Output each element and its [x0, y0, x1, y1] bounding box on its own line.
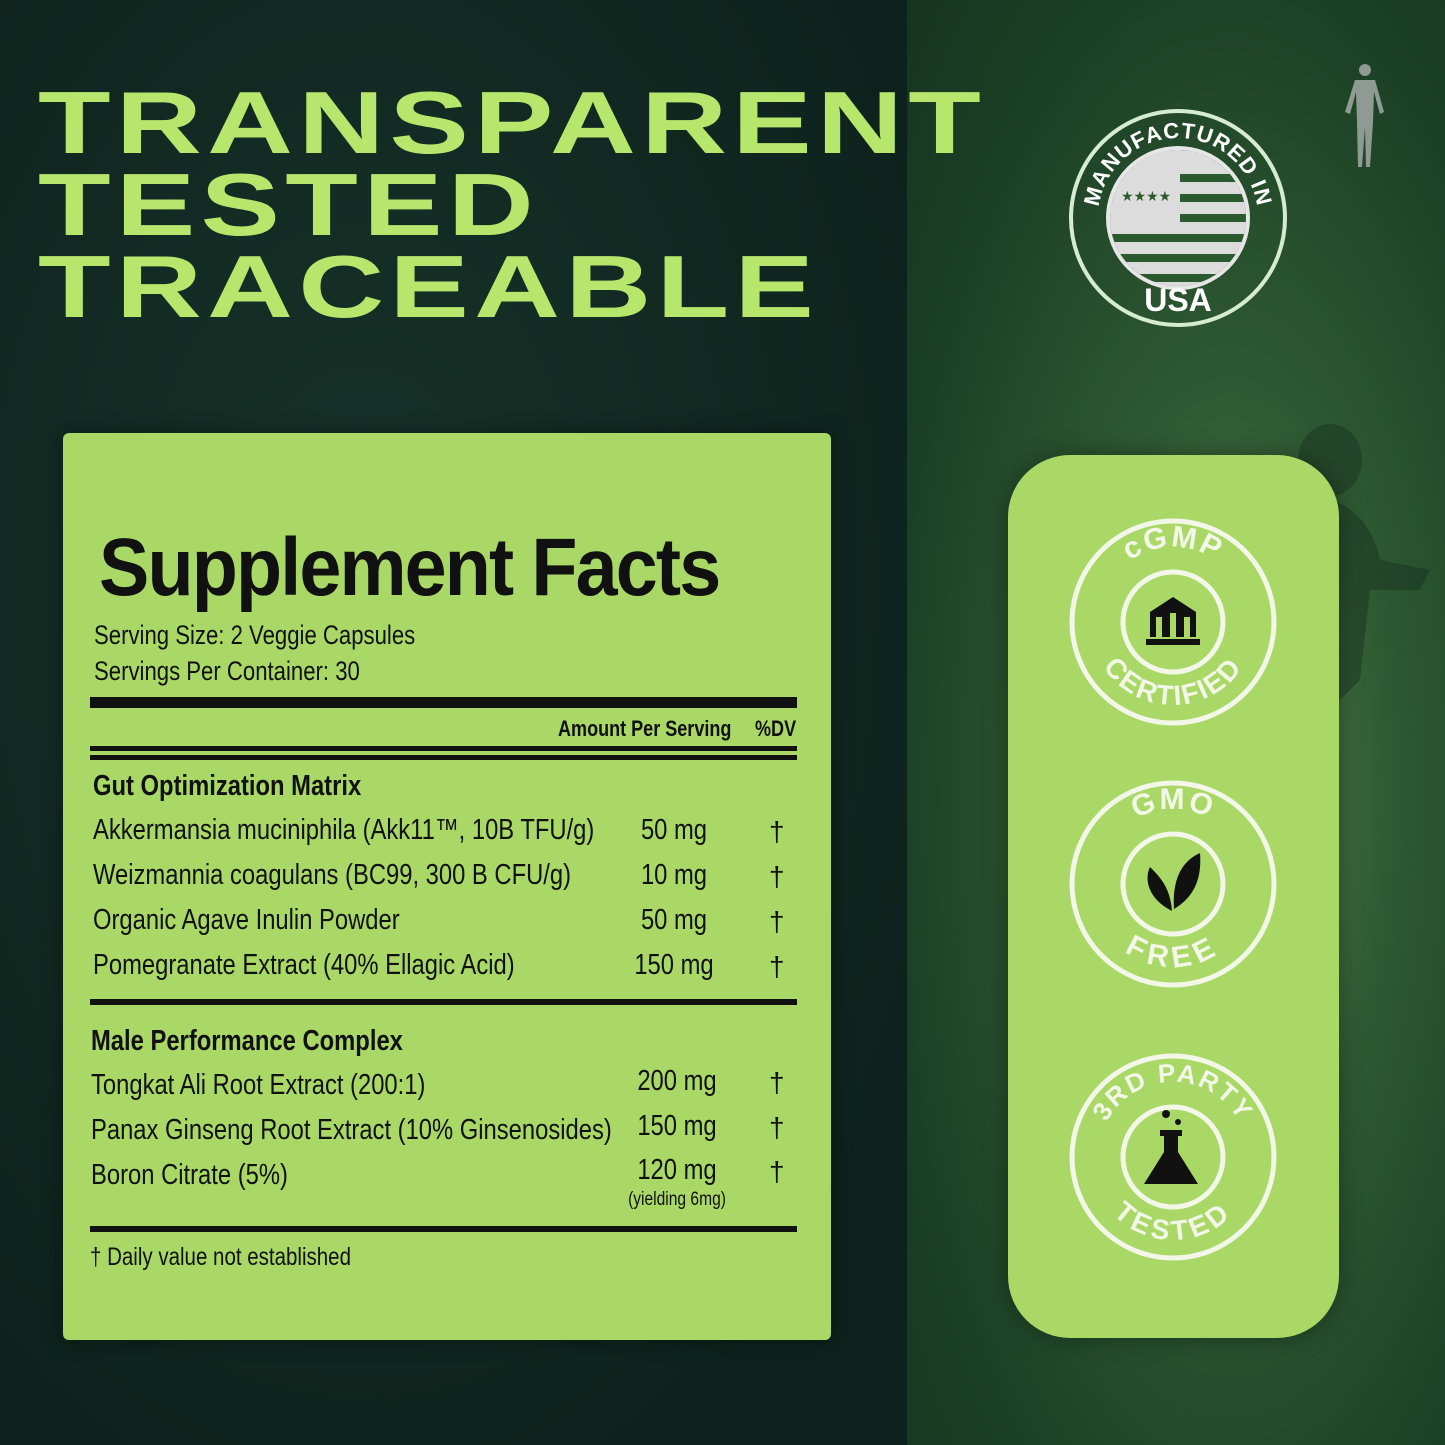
- supplement-facts-panel: Supplement Facts Serving Size: 2 Veggie …: [63, 433, 831, 1340]
- servings-per-container: Servings Per Container: 30: [94, 656, 360, 686]
- divider: [90, 1226, 797, 1232]
- ingredient-amount: 200 mg: [637, 1065, 717, 1097]
- leaf-icon: [1147, 853, 1201, 911]
- ingredient-amount: 50 mg: [640, 904, 708, 936]
- cgmp-badge: cGMP CERTIFIED: [1069, 518, 1277, 726]
- ingredient-name: Tongkat Ali Root Extract (200:1): [91, 1069, 426, 1101]
- headline-line: TRACEABLE: [38, 237, 820, 336]
- ingredient-amount: 150 mg: [637, 1110, 717, 1142]
- ingredient-name: Weizmannia coagulans (BC99, 300 B CFU/g): [93, 859, 572, 891]
- headline-line: TESTED: [38, 155, 540, 254]
- third-party-tested-badge: 3RD PARTY TESTED: [1069, 1053, 1277, 1261]
- ingredient-amount: 150 mg: [634, 949, 714, 981]
- facts-title: Supplement Facts: [99, 522, 721, 613]
- divider: [90, 999, 797, 1005]
- ingredient-name: Boron Citrate (5%): [91, 1159, 288, 1191]
- ingredient-amount: 120 mg: [637, 1154, 717, 1186]
- divider: [90, 755, 797, 760]
- divider: [90, 697, 797, 708]
- svg-text:★★★★: ★★★★: [1121, 189, 1171, 205]
- ingredient-note: (yielding 6mg): [628, 1189, 726, 1210]
- ingredient-amount: 10 mg: [640, 859, 708, 891]
- usa-text: USA: [1144, 282, 1212, 318]
- factory-icon: [1146, 597, 1200, 645]
- ingredient-amount: 50 mg: [640, 814, 708, 846]
- headline-line: TRANSPARENT: [38, 73, 987, 172]
- svg-text:GMO: GMO: [1127, 783, 1220, 824]
- ingredient-name: Panax Ginseng Root Extract (10% Ginsenos…: [91, 1114, 612, 1146]
- ingredient-dv: †: [769, 1156, 785, 1187]
- certifications-panel: cGMP CERTIFIED GMO FREE 3RD PARTY TESTED: [1008, 455, 1339, 1338]
- headline: TRANSPARENT TESTED TRACEABLE: [38, 73, 987, 336]
- person-logo-icon: [1345, 64, 1384, 167]
- flask-icon: [1144, 1110, 1198, 1184]
- svg-text:3RD PARTY: 3RD PARTY: [1086, 1058, 1260, 1126]
- dv-header: %DV: [755, 716, 797, 741]
- svg-text:CERTIFIED: CERTIFIED: [1098, 651, 1248, 711]
- section-title: Gut Optimization Matrix: [93, 770, 362, 802]
- svg-text:TESTED: TESTED: [1109, 1195, 1238, 1247]
- ingredient-dv: †: [769, 816, 785, 847]
- ingredient-dv: †: [769, 951, 785, 982]
- ingredient-name: Akkermansia muciniphila (Akk11™, 10B TFU…: [93, 814, 595, 846]
- footnote: † Daily value not established: [90, 1243, 351, 1271]
- section-title: Male Performance Complex: [91, 1025, 403, 1057]
- ingredient-name: Pomegranate Extract (40% Ellagic Acid): [93, 949, 515, 981]
- ingredient-dv: †: [769, 861, 785, 892]
- made-in-usa-badge: ★★★★ MANUFACTURED IN USA: [1069, 109, 1287, 327]
- ingredient-name: Organic Agave Inulin Powder: [93, 904, 400, 936]
- gmo-free-badge: GMO FREE: [1069, 780, 1277, 988]
- ingredient-dv: †: [769, 906, 785, 937]
- ingredient-dv: †: [769, 1112, 785, 1143]
- serving-size: Serving Size: 2 Veggie Capsules: [94, 620, 416, 650]
- amount-header: Amount Per Serving: [558, 716, 732, 741]
- ingredient-dv: †: [769, 1067, 785, 1098]
- divider: [90, 746, 797, 751]
